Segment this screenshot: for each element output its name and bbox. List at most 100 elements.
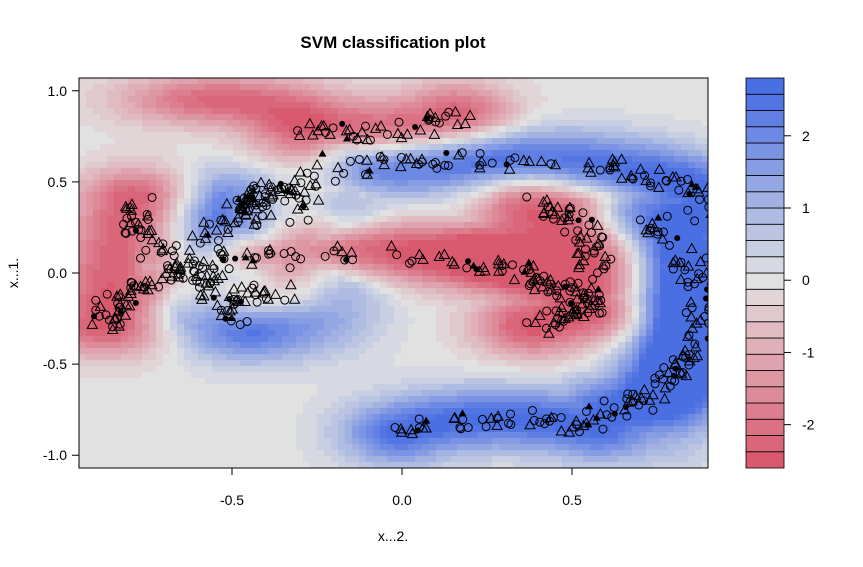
- contour-cell: [471, 150, 479, 157]
- contour-cell: [226, 318, 234, 325]
- contour-cell: [695, 234, 703, 241]
- contour-cell: [443, 318, 451, 325]
- contour-cell: [555, 270, 563, 277]
- contour-cell: [100, 228, 108, 235]
- contour-cell: [625, 342, 633, 349]
- contour-cell: [485, 384, 493, 391]
- contour-cell: [632, 300, 640, 307]
- contour-cell: [464, 294, 472, 301]
- contour-cell: [401, 168, 409, 175]
- contour-cell: [240, 306, 248, 313]
- contour-cell: [527, 90, 535, 97]
- contour-cell: [422, 366, 430, 373]
- contour-cell: [611, 234, 619, 241]
- contour-cell: [639, 90, 647, 97]
- contour-cell: [86, 354, 94, 361]
- contour-cell: [653, 162, 661, 169]
- contour-cell: [597, 372, 605, 379]
- contour-cell: [79, 120, 87, 127]
- contour-cell: [212, 126, 220, 133]
- contour-cell: [513, 198, 521, 205]
- contour-cell: [583, 354, 591, 361]
- contour-cell: [275, 108, 283, 115]
- contour-cell: [317, 378, 325, 385]
- contour-cell: [639, 144, 647, 151]
- contour-cell: [471, 294, 479, 301]
- contour-cell: [555, 180, 563, 187]
- contour-cell: [114, 294, 122, 301]
- contour-cell: [436, 246, 444, 253]
- contour-cell: [380, 96, 388, 103]
- contour-cell: [191, 348, 199, 355]
- contour-cell: [499, 174, 507, 181]
- contour-cell: [534, 342, 542, 349]
- contour-cell: [93, 168, 101, 175]
- contour-cell: [653, 270, 661, 277]
- contour-cell: [79, 78, 87, 85]
- contour-cell: [296, 342, 304, 349]
- contour-cell: [226, 378, 234, 385]
- contour-cell: [247, 282, 255, 289]
- contour-cell: [618, 240, 626, 247]
- contour-cell: [639, 252, 647, 259]
- contour-cell: [184, 186, 192, 193]
- contour-cell: [212, 318, 220, 325]
- contour-cell: [310, 342, 318, 349]
- contour-cell: [149, 264, 157, 271]
- contour-cell: [345, 366, 353, 373]
- contour-cell: [639, 372, 647, 379]
- contour-cell: [268, 372, 276, 379]
- contour-cell: [667, 108, 675, 115]
- contour-cell: [219, 192, 227, 199]
- contour-cell: [478, 288, 486, 295]
- contour-cell: [702, 84, 708, 91]
- contour-cell: [324, 258, 332, 265]
- contour-cell: [527, 294, 535, 301]
- contour-cell: [660, 96, 668, 103]
- contour-cell: [184, 114, 192, 121]
- contour-cell: [653, 174, 661, 181]
- contour-cell: [604, 144, 612, 151]
- contour-cell: [534, 336, 542, 343]
- contour-cell: [583, 216, 591, 223]
- contour-cell: [191, 102, 199, 109]
- contour-cell: [667, 168, 675, 175]
- contour-cell: [121, 138, 129, 145]
- contour-cell: [114, 186, 122, 193]
- contour-cell: [128, 114, 136, 121]
- contour-cell: [114, 78, 122, 85]
- contour-cell: [212, 216, 220, 223]
- contour-cell: [450, 216, 458, 223]
- contour-cell: [401, 78, 409, 85]
- contour-cell: [499, 162, 507, 169]
- contour-cell: [646, 384, 654, 391]
- contour-cell: [184, 198, 192, 205]
- contour-cell: [506, 138, 514, 145]
- contour-cell: [191, 162, 199, 169]
- contour-cell: [513, 396, 521, 403]
- contour-cell: [478, 264, 486, 271]
- contour-cell: [702, 270, 708, 277]
- contour-cell: [646, 330, 654, 337]
- contour-cell: [219, 216, 227, 223]
- contour-cell: [415, 276, 423, 283]
- contour-cell: [681, 324, 689, 331]
- contour-cell: [163, 144, 171, 151]
- contour-cell: [695, 246, 703, 253]
- contour-cell: [149, 408, 157, 415]
- contour-cell: [408, 126, 416, 133]
- contour-cell: [128, 324, 136, 331]
- contour-cell: [100, 108, 108, 115]
- contour-cell: [653, 132, 661, 139]
- contour-cell: [191, 378, 199, 385]
- contour-cell: [569, 78, 577, 85]
- contour-cell: [583, 222, 591, 229]
- contour-cell: [387, 312, 395, 319]
- contour-cell: [275, 378, 283, 385]
- contour-cell: [198, 120, 206, 127]
- contour-cell: [569, 84, 577, 91]
- contour-cell: [268, 282, 276, 289]
- contour-cell: [597, 198, 605, 205]
- contour-cell: [639, 288, 647, 295]
- contour-cell: [450, 366, 458, 373]
